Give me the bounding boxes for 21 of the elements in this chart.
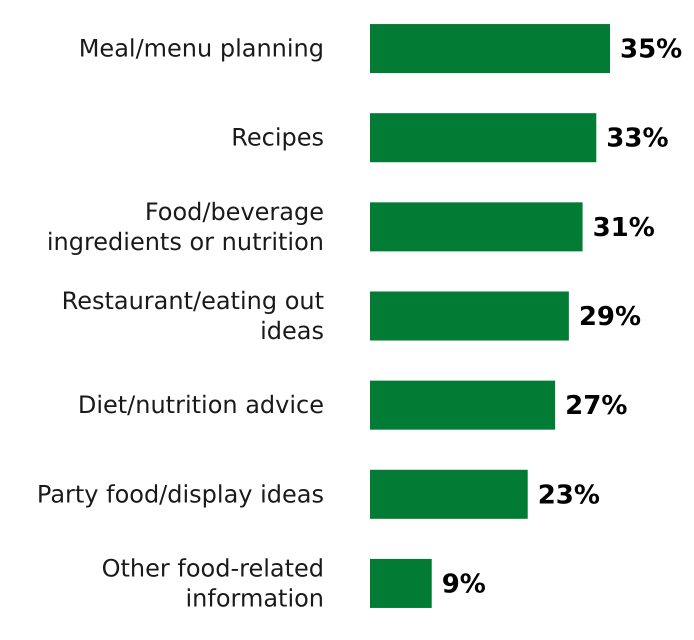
data-label: 33% <box>606 124 669 154</box>
y-tick-label: Meal/menu planning <box>78 34 324 63</box>
data-label: 9% <box>442 569 486 600</box>
bar <box>370 291 569 341</box>
bar <box>370 380 556 430</box>
data-label: 27% <box>565 391 628 422</box>
data-label: 23% <box>538 480 600 510</box>
data-label: 35% <box>620 34 682 65</box>
y-tick-label: Other food-related information <box>102 554 324 612</box>
data-label: 31% <box>592 212 655 243</box>
bar <box>370 202 583 252</box>
y-tick-label: Restaurant/eating out ideas <box>62 287 324 345</box>
y-tick-label: Diet/nutrition advice <box>78 391 324 420</box>
bar <box>370 470 528 519</box>
bar <box>370 113 596 162</box>
y-tick-label: Party food/display ideas <box>36 480 324 508</box>
bar <box>370 24 610 74</box>
y-tick-label: Recipes <box>231 124 324 152</box>
bar <box>370 558 432 608</box>
data-label: 29% <box>578 302 642 332</box>
y-tick-label: Food/beverage ingredients or nutrition <box>46 198 324 256</box>
